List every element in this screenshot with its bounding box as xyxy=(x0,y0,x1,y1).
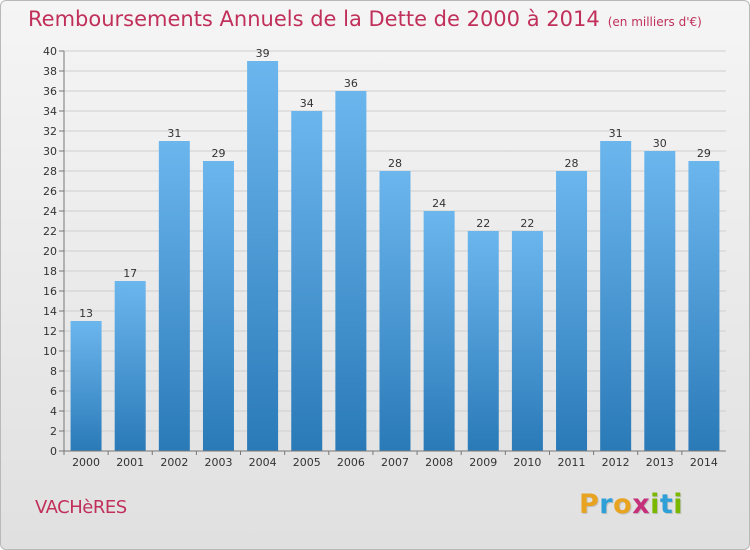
x-tick-label: 2006 xyxy=(337,456,365,469)
logo-letter: i xyxy=(673,489,684,520)
y-tick-label: 30 xyxy=(43,145,57,158)
bar-2005 xyxy=(291,111,323,451)
bar-2013 xyxy=(644,151,676,451)
y-tick-label: 6 xyxy=(50,385,57,398)
y-tick-label: 8 xyxy=(50,365,57,378)
y-tick-label: 24 xyxy=(43,205,57,218)
x-tick-label: 2012 xyxy=(602,456,630,469)
y-tick-label: 20 xyxy=(43,245,57,258)
x-tick-label: 2007 xyxy=(381,456,409,469)
bar-2008 xyxy=(423,211,455,451)
logo-letter: o xyxy=(613,489,633,520)
data-labels: 13 17 31 29 39 34 36 28 24 22 22 28 31 30 29 xyxy=(79,47,711,320)
logo-letter: r xyxy=(599,489,614,520)
y-tick-label: 32 xyxy=(43,125,57,138)
y-tick-label: 12 xyxy=(43,325,57,338)
y-tick-label: 38 xyxy=(43,65,57,78)
x-tick-label: 2000 xyxy=(72,456,100,469)
y-tick-label: 16 xyxy=(43,285,57,298)
x-tick-label: 2009 xyxy=(469,456,497,469)
data-label-2009: 22 xyxy=(476,217,490,230)
y-tick-label: 10 xyxy=(43,345,57,358)
bar-2001 xyxy=(114,281,146,451)
x-tick-label: 2014 xyxy=(690,456,718,469)
bar-2000 xyxy=(70,321,102,451)
data-label-2012: 31 xyxy=(609,127,623,140)
y-tick-label: 18 xyxy=(43,265,57,278)
x-tick-label: 2001 xyxy=(116,456,144,469)
x-tick-label: 2010 xyxy=(513,456,541,469)
x-tick-label: 2008 xyxy=(425,456,453,469)
bar-2014 xyxy=(688,161,720,451)
bar-2007 xyxy=(379,171,411,451)
data-label-2010: 22 xyxy=(520,217,534,230)
data-label-2013: 30 xyxy=(653,137,667,150)
data-label-2003: 29 xyxy=(211,147,225,160)
logo-letter: x xyxy=(632,489,651,520)
data-label-2014: 29 xyxy=(697,147,711,160)
y-tick-label: 36 xyxy=(43,85,57,98)
y-tick-label: 0 xyxy=(50,445,57,458)
chart-subtitle: (en milliers d'€) xyxy=(607,15,702,29)
y-tick-label: 26 xyxy=(43,185,57,198)
chart-title: Remboursements Annuels de la Dette de 20… xyxy=(28,7,600,31)
x-tick-label: 2003 xyxy=(204,456,232,469)
bar-2004 xyxy=(247,61,279,451)
bar-2006 xyxy=(335,91,367,451)
commune-name: VACHèRES xyxy=(35,497,127,518)
bar-2012 xyxy=(600,141,632,451)
data-label-2001: 17 xyxy=(123,267,137,280)
data-label-2004: 39 xyxy=(256,47,270,60)
bar-2002 xyxy=(158,141,190,451)
y-tick-label: 2 xyxy=(50,425,57,438)
data-label-2006: 36 xyxy=(344,77,358,90)
y-tick-label: 34 xyxy=(43,105,57,118)
axes: 0246810121416182022242628303234363840200… xyxy=(43,45,726,469)
logo-letter: t xyxy=(659,489,674,520)
bars xyxy=(70,61,720,451)
proxiti-logo: Proxiti xyxy=(579,489,683,520)
data-label-2002: 31 xyxy=(167,127,181,140)
y-tick-label: 14 xyxy=(43,305,57,318)
x-tick-label: 2011 xyxy=(558,456,586,469)
logo-letter: i xyxy=(650,489,660,520)
bar-2003 xyxy=(202,161,234,451)
x-tick-label: 2002 xyxy=(160,456,188,469)
bar-2009 xyxy=(467,231,499,451)
x-tick-label: 2005 xyxy=(293,456,321,469)
bar-2011 xyxy=(556,171,588,451)
data-label-2011: 28 xyxy=(565,157,579,170)
data-label-2005: 34 xyxy=(300,97,314,110)
y-tick-label: 28 xyxy=(43,165,57,178)
data-label-2000: 13 xyxy=(79,307,93,320)
chart-header: Remboursements Annuels de la Dette de 20… xyxy=(28,7,702,31)
y-tick-label: 22 xyxy=(43,225,57,238)
data-label-2008: 24 xyxy=(432,197,446,210)
bar-2010 xyxy=(511,231,543,451)
y-tick-label: 4 xyxy=(50,405,57,418)
x-tick-label: 2013 xyxy=(646,456,674,469)
x-tick-label: 2004 xyxy=(249,456,277,469)
y-tick-label: 40 xyxy=(43,45,57,58)
logo-letter: P xyxy=(579,489,600,520)
data-label-2007: 28 xyxy=(388,157,402,170)
